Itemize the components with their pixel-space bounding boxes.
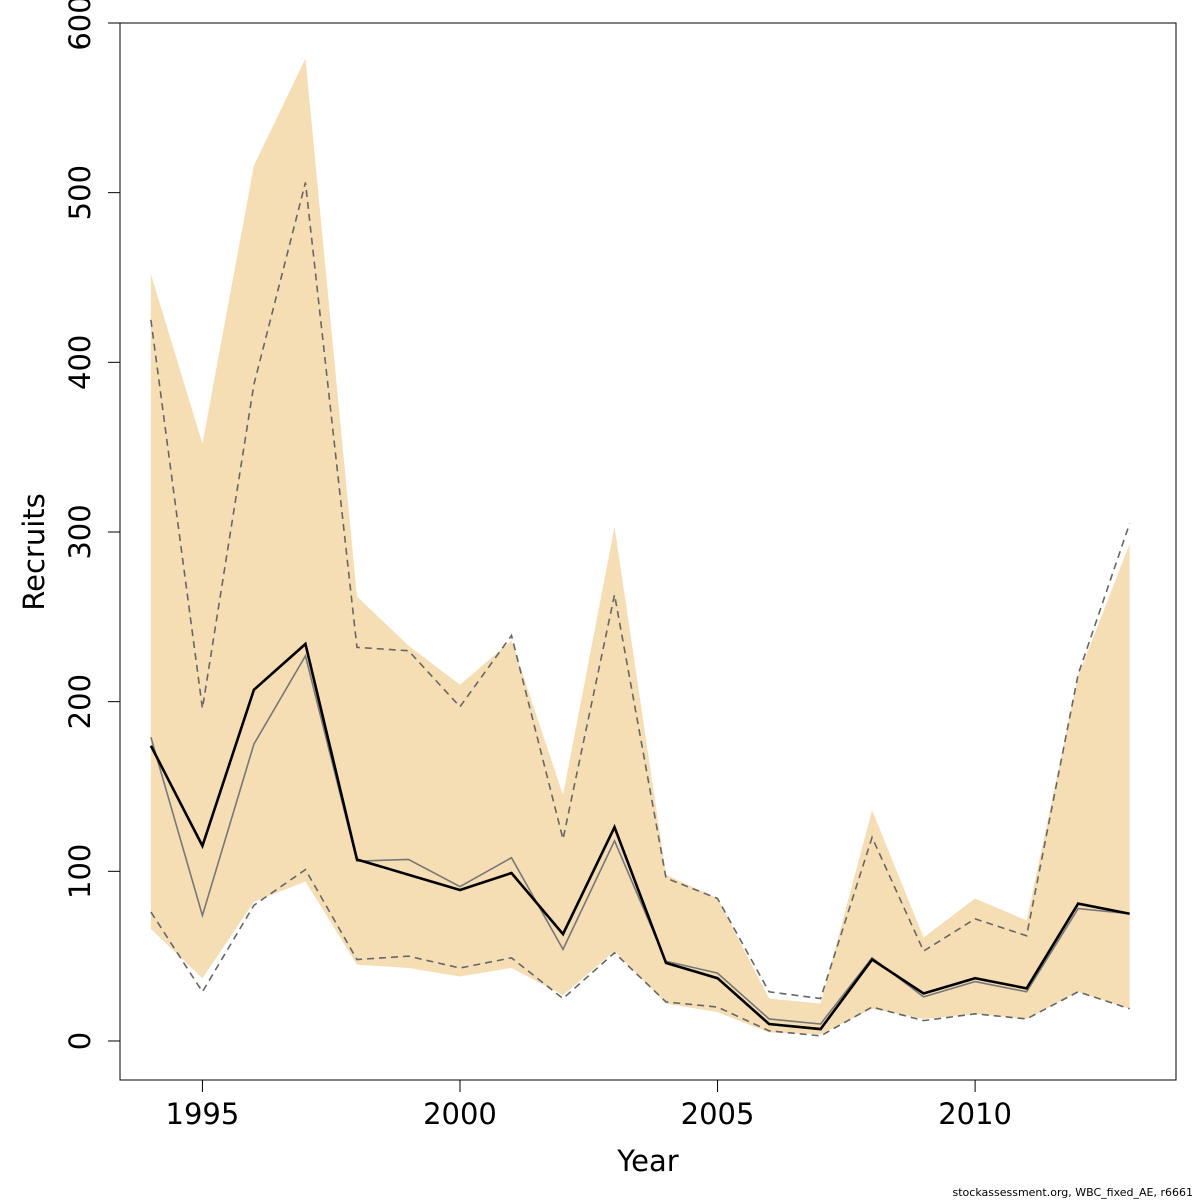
series-line-solid-gray bbox=[150, 653, 1130, 1025]
y-axis-title: Recruits bbox=[17, 493, 51, 610]
footer-credit: stockassessment.org, WBC_fixed_AE, r6661 bbox=[953, 1186, 1193, 1199]
series-line-dashed-gray-lower bbox=[150, 868, 1130, 1037]
y-tick-label: 600 bbox=[63, 0, 97, 51]
confidence-band bbox=[150, 58, 1130, 1035]
series-line-dashed-gray-upper bbox=[150, 182, 1131, 1000]
y-tick-label: 400 bbox=[63, 335, 97, 390]
x-axis-title: Year bbox=[616, 1144, 678, 1178]
plot-frame bbox=[119, 22, 1177, 1081]
x-tick-label: 2005 bbox=[681, 1097, 755, 1131]
y-tick-label: 500 bbox=[63, 165, 97, 220]
series-layer bbox=[149, 182, 1131, 1037]
x-tick-label: 2000 bbox=[423, 1097, 497, 1131]
x-tick-label: 1995 bbox=[166, 1097, 240, 1131]
y-tick-label: 300 bbox=[63, 504, 97, 559]
y-tick-label: 200 bbox=[63, 674, 97, 729]
y-axis: 0 100 200 300 400 500 600 bbox=[63, 0, 120, 1050]
x-tick-label: 2010 bbox=[938, 1097, 1012, 1131]
y-tick-label: 0 bbox=[63, 1032, 97, 1050]
x-axis: 1995 2000 2005 2010 bbox=[166, 1080, 1012, 1131]
y-tick-label: 100 bbox=[63, 844, 97, 899]
series-line-solid-black-thick bbox=[149, 641, 1130, 1031]
